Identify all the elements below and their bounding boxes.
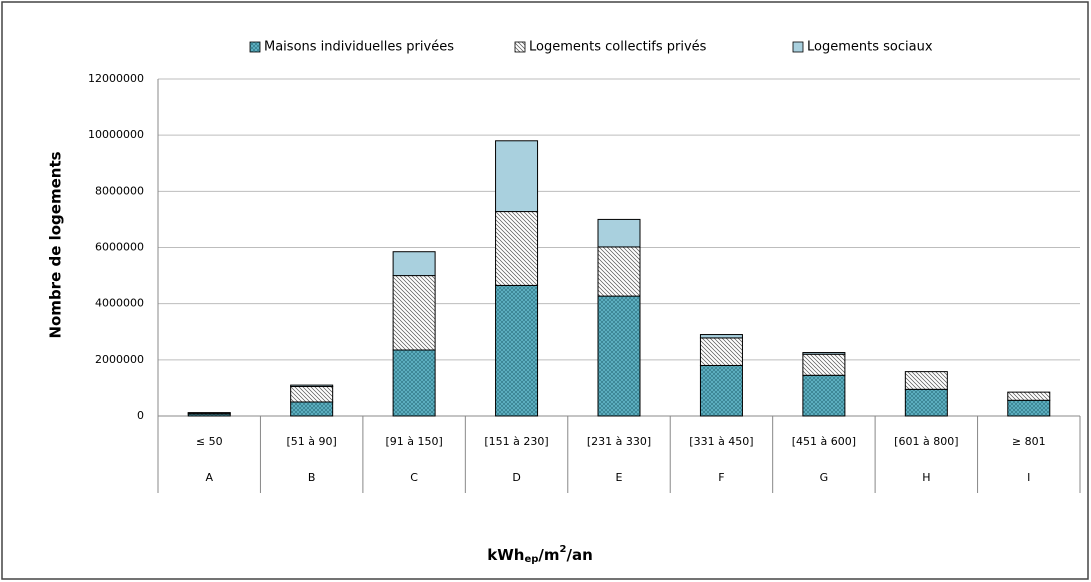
y-tick-label: 10000000 [88, 128, 144, 141]
x-tick-label: [51 à 90] [287, 435, 337, 448]
bar-segment [802, 374, 846, 417]
y-tick-label: 12000000 [88, 72, 144, 85]
y-axis-label: Nombre de logements [47, 151, 65, 338]
x-label-part: kWh [487, 546, 524, 564]
bar-segment [597, 246, 641, 297]
bar-segment [392, 251, 436, 277]
bar-segment [1007, 399, 1051, 417]
legend-label: Logements collectifs privés [529, 40, 707, 55]
x-class-label: E [616, 471, 623, 484]
bar-segment [904, 371, 948, 390]
bar-segment [802, 352, 846, 355]
x-class-label: D [512, 471, 520, 484]
x-tick-label: [231 à 330] [587, 435, 651, 448]
legend-label: Logements sociaux [807, 40, 933, 55]
bar-segment [699, 334, 743, 339]
x-label-part: /m [538, 546, 559, 564]
x-tick-label: [151 à 230] [484, 435, 548, 448]
x-class-label: I [1027, 471, 1030, 484]
bar-segment [802, 353, 846, 376]
bar-segment [495, 140, 539, 213]
x-class-label: B [308, 471, 316, 484]
x-tick-label: [91 à 150] [385, 435, 442, 448]
x-class-label: A [205, 471, 213, 484]
x-class-label: H [922, 471, 930, 484]
x-tick-label: ≥ 801 [1012, 435, 1046, 448]
bar-segment [597, 218, 641, 248]
x-class-label: G [820, 471, 829, 484]
x-label-sup: 2 [560, 544, 567, 555]
legend-swatch [249, 41, 261, 53]
x-class-label: F [718, 471, 724, 484]
bar-segment [290, 386, 334, 403]
bar-segment [290, 384, 334, 388]
bar-segment [290, 401, 334, 417]
bar-segment [597, 295, 641, 417]
x-tick-label: [331 à 450] [689, 435, 753, 448]
x-class-label: C [410, 471, 418, 484]
bar-segment [1007, 391, 1051, 401]
y-tick-label: 2000000 [95, 353, 144, 366]
legend-swatch [514, 41, 526, 53]
y-tick-label: 4000000 [95, 297, 144, 310]
x-tick-label: ≤ 50 [196, 435, 223, 448]
bar-segment [904, 388, 948, 417]
x-label-sub: ep [524, 554, 538, 565]
bar-segment [392, 349, 436, 417]
legend-swatch [792, 41, 804, 53]
bar-segment [699, 337, 743, 366]
x-axis-label: kWhep/m2/an [487, 544, 593, 565]
bar-segment [495, 284, 539, 417]
x-label-part: /an [566, 546, 592, 564]
bar-segment [392, 275, 436, 351]
bar-segment [495, 211, 539, 286]
x-tick-label: [451 à 600] [792, 435, 856, 448]
x-tick-label: [601 à 800] [894, 435, 958, 448]
y-tick-label: 8000000 [95, 184, 144, 197]
legend-label: Maisons individuelles privées [264, 40, 454, 55]
y-tick-label: 6000000 [95, 241, 144, 254]
bar-segment [699, 364, 743, 417]
y-tick-label: 0 [137, 409, 144, 422]
